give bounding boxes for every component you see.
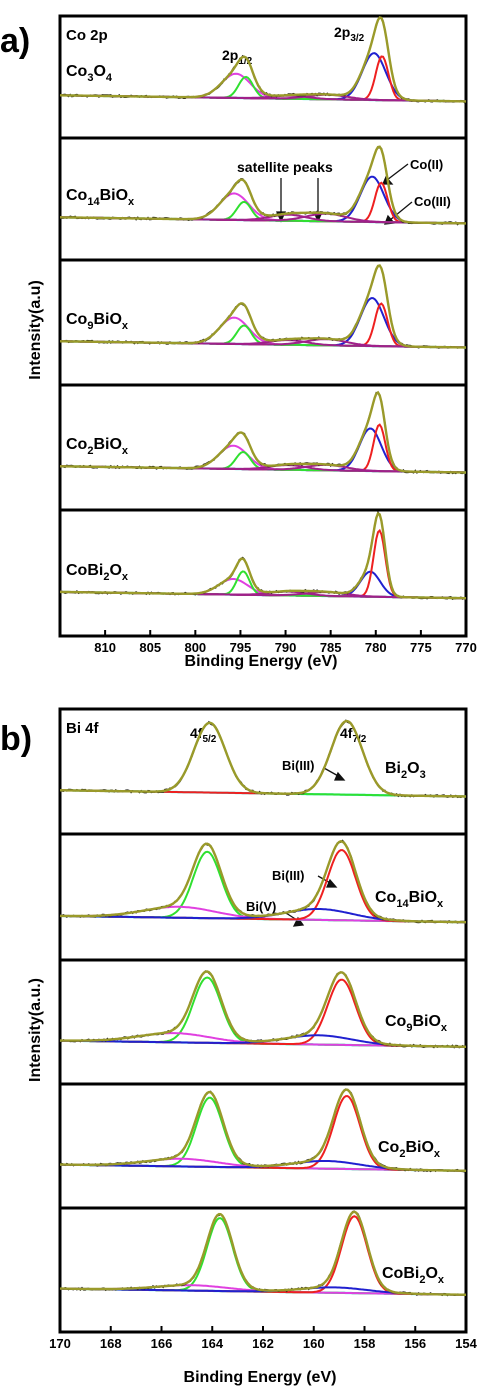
envelope-fit-curve (60, 1088, 466, 1172)
peak-label-2p32: 2p3/2 (334, 24, 365, 44)
raw-data-curve (59, 1210, 467, 1297)
component-peak-0 (60, 721, 466, 798)
x-tick-label: 805 (139, 640, 161, 655)
x-tick-label: 810 (94, 640, 116, 655)
sample-label-4: CoBi2Ox (382, 1265, 445, 1286)
panel-a-ylabel: Intensity(a.u) (27, 280, 44, 380)
x-tick-label: 775 (410, 640, 432, 655)
envelope-fit-curve (60, 840, 466, 924)
envelope-fit-curve (60, 1210, 466, 1296)
panel-a-x-ticks: 810 805 800 795 790 785 780 775 770 (94, 630, 477, 655)
envelope-fit-curve (60, 511, 466, 600)
sample-label-2: Co9BiOx (385, 1013, 448, 1034)
x-tick-label: 170 (49, 1336, 71, 1351)
spectrum-stack-1: Co14BiOx (58, 832, 468, 962)
x-tick-label: 770 (455, 640, 477, 655)
sample-label-1: Co14BiOx (66, 187, 135, 208)
envelope-fit-curve (60, 16, 466, 103)
x-tick-label: 166 (151, 1336, 173, 1351)
bi3-annotation-top: Bi(III) (282, 758, 315, 773)
stack-frame (58, 508, 468, 638)
x-tick-label: 790 (275, 640, 297, 655)
x-tick-label: 158 (354, 1336, 376, 1351)
panel-b-element-label: Bi 4f (66, 720, 100, 737)
panel-a-element-label: Co 2p (66, 27, 108, 44)
envelope-fit-curve (60, 145, 466, 225)
spectrum-stack-4: CoBi2Ox (58, 1206, 468, 1334)
co2-annotation: Co(II) (410, 157, 443, 172)
envelope-fit-curve (60, 390, 466, 474)
sample-label-4: CoBi2Ox (66, 562, 129, 583)
panel-b-xlabel: Binding Energy (eV) (184, 1369, 337, 1386)
x-tick-label: 160 (303, 1336, 325, 1351)
arrowhead-bi5 (292, 916, 305, 927)
panel-b-bi-4f: b) Bi 4f 4f5/2 4f7/2 Bi(III) Bi(III) Bi(… (0, 707, 478, 1386)
raw-data-curve (59, 719, 467, 799)
spectrum-stack-0: Bi2O3 (58, 707, 468, 836)
co3-annotation: Co(III) (414, 194, 451, 209)
spectrum-stack-3: Co2BiOx (58, 1082, 468, 1210)
sample-label-0: Co3O4 (66, 63, 113, 84)
x-tick-label: 156 (404, 1336, 426, 1351)
raw-data-curve (59, 510, 467, 600)
component-peak-1 (60, 720, 466, 798)
peak-label-2p12: 2p1/2 (222, 47, 253, 67)
arrow-co2 (386, 163, 409, 181)
x-tick-label: 795 (230, 640, 252, 655)
component-peak-0 (60, 1217, 466, 1296)
panel-b-x-ticks: 170 168 166 164 162 160 158 156 154 (49, 1326, 478, 1351)
spectrum-stack-4: CoBi2Ox (58, 508, 468, 638)
sample-label-3: Co2BiOx (66, 436, 129, 457)
panel-b-plot-area: Bi2O3 Co14BiOx Co9BiOx Co2BiOx CoBi2Ox (58, 707, 468, 1334)
x-tick-label: 164 (201, 1336, 223, 1351)
x-tick-label: 785 (320, 640, 342, 655)
spectrum-stack-1: Co14BiOx (58, 136, 468, 262)
spectrum-stack-2: Co9BiOx (58, 958, 468, 1086)
spectrum-stack-3: Co2BiOx (58, 383, 468, 512)
panel-b-ylabel: Intensity(a.u.) (27, 978, 44, 1082)
envelope-fit-curve (60, 719, 466, 798)
raw-data-curve (59, 391, 467, 475)
arrowhead-bi3 (326, 878, 338, 888)
panel-a-co-2p: a) Co 2p 2p1/2 2p3/2 satellite peaks Co(… (0, 14, 477, 670)
raw-data-curve (59, 970, 467, 1049)
bi5-annotation: Bi(V) (246, 899, 276, 914)
x-tick-label: 780 (365, 640, 387, 655)
arrowhead-bi3-top (334, 771, 346, 781)
bi3-annotation: Bi(III) (272, 868, 305, 883)
sample-label-1: Co14BiOx (375, 889, 444, 910)
x-tick-label: 800 (184, 640, 206, 655)
envelope-fit-curve (59, 970, 466, 1048)
raw-data-curve (59, 264, 467, 349)
component-peak-2 (60, 1215, 466, 1296)
sample-label-3: Co2BiOx (378, 1139, 441, 1160)
panel-b-label: b) (0, 720, 32, 758)
spectrum-stack-0: Co3O4 (58, 14, 468, 140)
x-tick-label: 154 (455, 1336, 477, 1351)
spectrum-stack-2: Co9BiOx (58, 258, 468, 387)
satellite-peaks-annotation: satellite peaks (237, 159, 333, 175)
raw-data-curve (59, 16, 467, 104)
panel-a-label: a) (0, 22, 30, 60)
stack-frame (58, 14, 468, 140)
sample-label-0: Bi2O3 (385, 760, 426, 781)
sample-label-2: Co9BiOx (66, 311, 129, 332)
x-tick-label: 168 (100, 1336, 122, 1351)
panel-a-xlabel: Binding Energy (eV) (185, 653, 338, 670)
envelope-fit-curve (60, 264, 466, 349)
x-tick-label: 162 (252, 1336, 274, 1351)
stack-frame (58, 832, 468, 962)
panel-a-plot-area: Co3O4 Co14BiOx Co9BiOx Co2BiOx CoBi2Ox (58, 14, 468, 638)
